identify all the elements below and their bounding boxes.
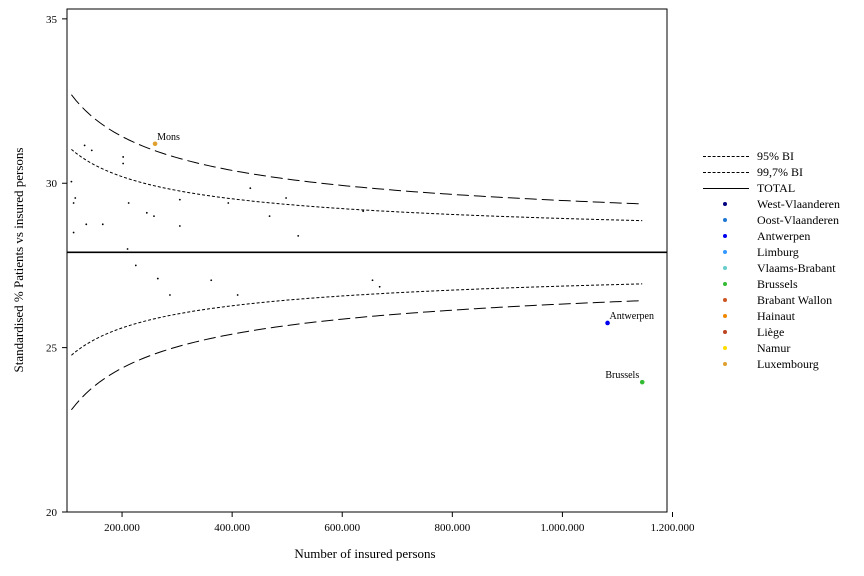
data-point <box>134 264 137 267</box>
point-label-antwerpen: Antwerpen <box>610 311 654 322</box>
x-axis: 200.000 400.000 600.000 800.000 1.000.000 1.2… <box>104 512 695 534</box>
labeled-point-brussels <box>639 379 645 385</box>
solid-line-swatch <box>703 188 749 189</box>
x-tick-label: 1.000.000 <box>540 522 585 534</box>
ci95-upper-curve <box>71 148 643 222</box>
data-point <box>122 156 125 158</box>
data-point <box>70 180 73 183</box>
dashed-line-swatch <box>703 172 749 173</box>
legend-label: TOTAL <box>757 181 796 195</box>
data-point <box>127 202 130 204</box>
legend-dot-icon <box>723 346 727 350</box>
data-points <box>70 141 645 385</box>
legend-dot-icon <box>723 250 727 254</box>
data-point <box>72 231 75 234</box>
x-axis-title: Number of insured persons <box>294 546 435 561</box>
data-point <box>83 144 86 147</box>
data-point <box>210 279 213 282</box>
legend-label: Antwerpen <box>757 229 811 243</box>
ci95-lower-curve <box>71 283 643 356</box>
legend-label: Liège <box>757 325 785 339</box>
data-point <box>371 279 374 282</box>
data-point <box>156 277 159 280</box>
legend-label: Oost-Vlaanderen <box>757 213 839 227</box>
x-tick-label: 200.000 <box>104 522 140 534</box>
legend-dot-icon <box>723 362 727 366</box>
data-point <box>249 187 252 190</box>
legend-dot-icon <box>723 234 727 238</box>
y-tick-label: 20 <box>46 507 58 519</box>
data-point <box>236 294 239 296</box>
legend-dot-icon <box>723 282 727 286</box>
legend-label: Luxembourg <box>757 357 819 371</box>
legend-label: West-Vlaanderen <box>757 197 840 211</box>
data-point <box>178 198 181 201</box>
data-point <box>178 225 181 227</box>
y-axis: 20 25 30 35 <box>46 14 67 519</box>
legend-dot-icon <box>723 330 727 334</box>
legend-label: 99,7% BI <box>757 165 803 179</box>
legend-dot-icon <box>723 202 727 206</box>
data-point <box>85 223 88 226</box>
data-point <box>285 197 287 199</box>
data-point <box>101 223 104 226</box>
legend-dot-icon <box>723 314 727 318</box>
data-point <box>227 202 230 204</box>
data-point <box>297 234 300 237</box>
y-tick-label: 30 <box>46 178 58 190</box>
data-point <box>378 285 381 288</box>
x-tick-label: 400.000 <box>214 522 250 534</box>
ci997-lower-curve <box>71 300 643 411</box>
data-point <box>268 215 271 218</box>
data-point <box>126 248 129 250</box>
limit-curves <box>71 94 643 411</box>
x-tick-label: 1.200.000 <box>651 522 696 534</box>
legend-dot-icon <box>723 298 727 302</box>
data-point <box>362 210 365 213</box>
data-point <box>153 215 155 218</box>
point-labels: Mons Antwerpen Brussels <box>157 132 654 381</box>
legend-label: Brabant Wallon <box>757 293 833 307</box>
labeled-point-antwerpen <box>605 320 610 326</box>
plot-frame <box>66 8 668 513</box>
dotted-line-swatch <box>703 156 749 157</box>
data-point <box>72 202 75 204</box>
legend-dot-icon <box>723 218 727 222</box>
legend-label: Limburg <box>757 245 799 259</box>
y-axis-title: Standardised % Patients vs insured perso… <box>11 148 26 373</box>
labeled-point-mons <box>152 141 158 147</box>
x-tick-label: 800.000 <box>434 522 470 534</box>
data-point <box>90 149 93 152</box>
data-point <box>169 294 171 296</box>
point-label-mons: Mons <box>157 132 180 143</box>
data-point <box>145 211 148 214</box>
legend-label: Namur <box>757 341 791 355</box>
x-tick-label: 600.000 <box>324 522 360 534</box>
legend-label: Brussels <box>757 277 798 291</box>
data-point <box>122 162 125 165</box>
ci997-upper-curve <box>71 94 643 205</box>
legend-label: Vlaams-Brabant <box>757 261 836 275</box>
data-point <box>74 197 77 199</box>
legend-label: 95% BI <box>757 149 794 163</box>
legend-dot-icon <box>723 266 727 270</box>
point-label-brussels: Brussels <box>605 370 639 381</box>
legend-label: Hainaut <box>757 309 795 323</box>
y-tick-label: 25 <box>46 343 58 355</box>
y-tick-label: 35 <box>46 14 58 26</box>
